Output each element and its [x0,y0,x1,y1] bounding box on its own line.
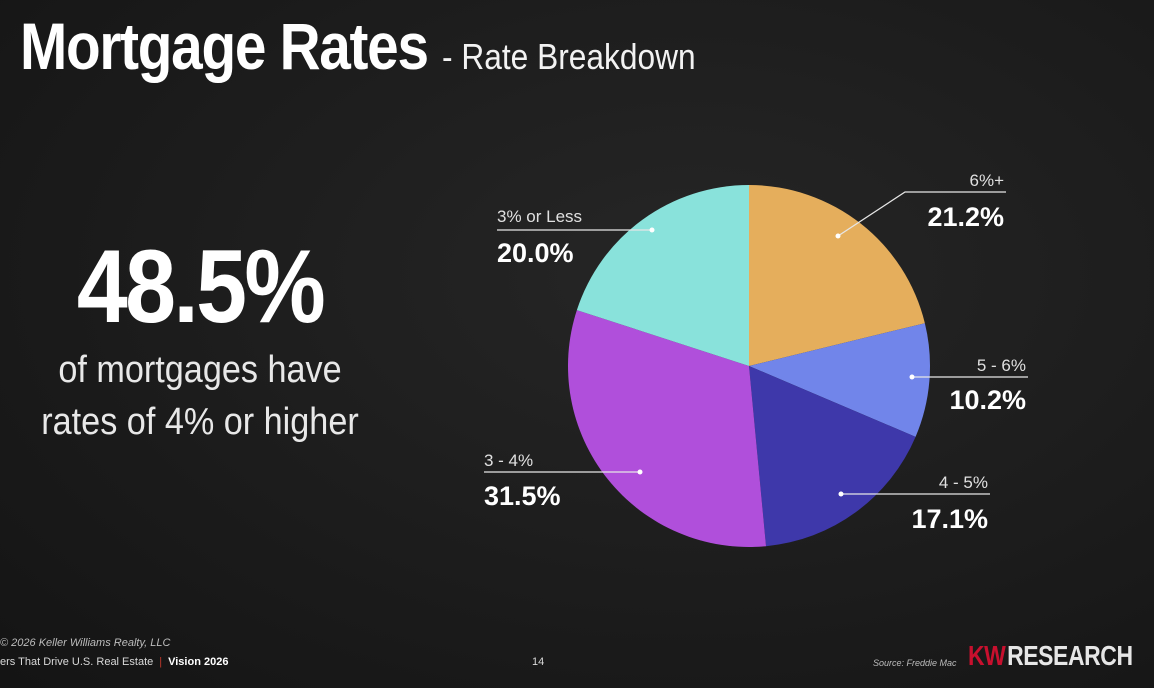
title-row: Mortgage Rates - Rate Breakdown [20,8,730,84]
leader-dot [838,491,844,497]
leader-dot [909,374,915,380]
leader-line [837,191,1006,237]
slice-value-label: 31.5% [484,481,561,511]
pie-slice [749,323,931,437]
footer-left-text: ers That Drive U.S. Real Estate [0,656,154,668]
brand-research: RESEARCH [1007,640,1133,671]
pie-slice [576,185,749,366]
brand-kw: KW [968,640,1006,671]
slice-category-label: 6%+ [970,171,1005,190]
highlight-caption: of mortgages have rates of 4% or higher [20,344,380,448]
page-subtitle: - Rate Breakdown [442,36,696,77]
pie-slice [749,184,925,366]
leader-dot [637,469,643,475]
slice-category-label: 3 - 4% [484,451,533,470]
slice-value-label: 10.2% [949,385,1026,415]
slice-category-label: 5 - 6% [977,356,1026,375]
slice-category-label: 3% or Less [497,207,582,226]
kw-research-logo: KWRESEARCH [968,640,1133,672]
slice-value-label: 21.2% [927,202,1004,232]
copyright-text: © 2026 Keller Williams Realty, LLC [0,637,171,649]
footer-vision: Vision 2026 [168,656,229,668]
leader-dot [835,233,841,239]
pie-slice [749,366,916,547]
highlight-caption-line1: of mortgages have [58,349,342,391]
footer-left: ers That Drive U.S. Real Estate | Vision 2… [0,656,228,668]
pie-slice [567,310,767,547]
highlight-caption-line2: rates of 4% or higher [41,401,359,443]
slice-category-label: 4 - 5% [939,473,988,492]
slice-value-label: 17.1% [911,504,988,534]
page-title: Mortgage Rates [20,9,429,83]
leader-dot [649,227,655,233]
source-text: Source: Freddie Mac [873,658,957,668]
page-number: 14 [532,656,545,668]
footer-separator: | [159,656,163,668]
highlight-value: 48.5% [76,229,326,345]
slice-value-label: 20.0% [497,238,574,268]
